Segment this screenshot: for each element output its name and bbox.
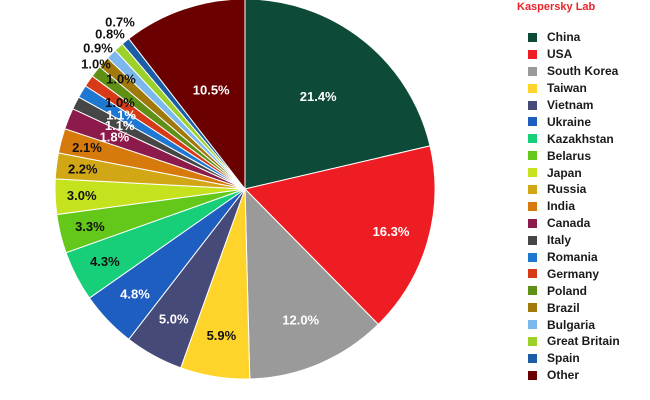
legend-label: Other bbox=[547, 368, 580, 383]
legend-swatch bbox=[528, 370, 537, 380]
legend-label: Kazakhstan bbox=[547, 131, 614, 146]
legend-swatch bbox=[528, 49, 537, 59]
legend-swatch bbox=[528, 252, 537, 262]
data-label-great-britain: 0.8% bbox=[95, 27, 125, 42]
data-label-canada: 1.8% bbox=[100, 129, 130, 144]
legend-label: Romania bbox=[547, 250, 598, 265]
legend-label: China bbox=[547, 30, 581, 45]
legend-label: Great Britain bbox=[547, 334, 620, 349]
legend-swatch bbox=[528, 303, 537, 313]
legend-swatch bbox=[528, 336, 537, 346]
data-label-russia: 2.2% bbox=[68, 162, 98, 177]
pie-slice-usa bbox=[244, 145, 436, 326]
legend-label: Vietnam bbox=[547, 98, 594, 112]
legend-label: India bbox=[547, 199, 576, 214]
legend-label: USA bbox=[547, 47, 573, 62]
legend-swatch bbox=[528, 269, 537, 279]
legend-item-poland: Poland bbox=[528, 282, 620, 299]
legend-item-romania: Romania bbox=[528, 249, 620, 266]
legend-swatch bbox=[528, 218, 537, 228]
legend-swatch bbox=[528, 286, 537, 296]
legend-swatch bbox=[528, 32, 537, 42]
data-label-japan: 3.0% bbox=[67, 188, 97, 203]
legend-swatch bbox=[528, 353, 537, 363]
pie-data-labels: 21.4% 16.3% 12.0% 5.9% 5.0% 4.8% 4.3% 3.3% 3.0% 2… bbox=[67, 15, 410, 343]
legend-label: South Korea bbox=[547, 64, 619, 79]
legend-item-ukraine: Ukraine bbox=[528, 113, 620, 130]
legend-item-belarus: Belarus bbox=[528, 147, 620, 164]
data-label-other: 10.5% bbox=[193, 83, 230, 98]
legend-swatch bbox=[528, 117, 537, 127]
pie-slice-other bbox=[128, 0, 246, 191]
legend-label: Bulgaria bbox=[547, 317, 596, 332]
pie-slices bbox=[54, 0, 436, 380]
legend-item-brazil: Brazil bbox=[528, 299, 620, 316]
data-label-italy: 1.1% bbox=[105, 118, 135, 133]
data-label-bulgaria: 0.9% bbox=[83, 41, 113, 56]
pie-slice-south-korea bbox=[244, 187, 379, 380]
data-label-taiwan: 5.9% bbox=[207, 328, 237, 343]
data-label-india: 2.1% bbox=[72, 140, 102, 155]
legend-item-great-britain: Great Britain bbox=[528, 333, 620, 350]
data-label-usa: 16.3% bbox=[373, 224, 410, 239]
legend-item-canada: Canada bbox=[528, 215, 620, 232]
legend-item-japan: Japan bbox=[528, 164, 620, 181]
legend-swatch bbox=[528, 320, 537, 330]
legend-item-china: China bbox=[528, 29, 620, 46]
legend-label: Russia bbox=[547, 182, 587, 197]
legend-swatch bbox=[528, 66, 537, 76]
legend-label: Spain bbox=[547, 351, 580, 366]
legend-item-other: Other bbox=[528, 367, 620, 384]
legend-label: Brazil bbox=[547, 300, 580, 315]
legend-label: Ukraine bbox=[547, 114, 592, 129]
legend-item-italy: Italy bbox=[528, 232, 620, 249]
data-label-romania: 1.1% bbox=[106, 107, 136, 122]
legend-label: Belarus bbox=[547, 148, 592, 163]
data-label-spain: 0.7% bbox=[105, 15, 135, 30]
data-label-belarus: 3.3% bbox=[75, 219, 105, 234]
legend-swatch bbox=[528, 201, 537, 211]
legend-item-taiwan: Taiwan bbox=[528, 80, 620, 97]
legend-label: Germany bbox=[547, 266, 600, 281]
legend-label: Canada bbox=[547, 216, 591, 231]
data-label-kazakhstan: 4.3% bbox=[90, 254, 120, 269]
brand-label: Kaspersky Lab bbox=[517, 1, 596, 13]
data-label-vietnam: 5.0% bbox=[159, 311, 189, 326]
legend-swatch bbox=[528, 100, 537, 110]
legend-swatch bbox=[528, 134, 537, 144]
data-label-germany: 1.0% bbox=[105, 95, 135, 110]
data-label-south-korea: 12.0% bbox=[282, 313, 319, 328]
legend-label: Japan bbox=[547, 165, 582, 180]
legend: China USA South Korea Taiwan Vietnam Ukraine K… bbox=[528, 29, 620, 384]
data-label-china: 21.4% bbox=[300, 89, 337, 104]
legend-label: Poland bbox=[547, 283, 588, 298]
legend-item-south-korea: South Korea bbox=[528, 63, 620, 80]
legend-item-india: India bbox=[528, 198, 620, 215]
legend-item-kazakhstan: Kazakhstan bbox=[528, 130, 620, 147]
legend-item-vietnam: Vietnam bbox=[528, 97, 620, 114]
legend-swatch bbox=[528, 235, 537, 245]
data-label-poland: 1.0% bbox=[106, 72, 136, 87]
legend-swatch bbox=[528, 83, 537, 93]
data-label-brazil: 1.0% bbox=[81, 57, 111, 72]
legend-swatch bbox=[528, 184, 537, 194]
legend-item-germany: Germany bbox=[528, 265, 620, 282]
legend-item-spain: Spain bbox=[528, 350, 620, 367]
data-label-ukraine: 4.8% bbox=[120, 286, 150, 301]
legend-swatch bbox=[528, 151, 537, 161]
legend-label: Italy bbox=[547, 233, 572, 248]
pie-slice-china bbox=[244, 0, 431, 190]
legend-item-usa: USA bbox=[528, 46, 620, 63]
legend-item-bulgaria: Bulgaria bbox=[528, 316, 620, 333]
legend-swatch bbox=[528, 168, 537, 178]
legend-label: Taiwan bbox=[547, 81, 587, 96]
legend-item-russia: Russia bbox=[528, 181, 620, 198]
